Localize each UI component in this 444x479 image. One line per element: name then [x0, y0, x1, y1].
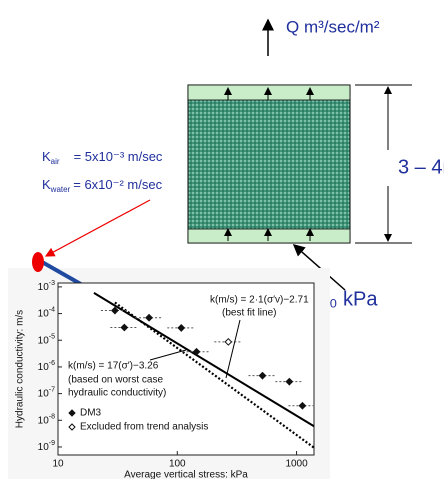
k-air: Kair = 5x10⁻³ m/sec [42, 149, 163, 166]
annotation: hydraulic conductivity) [68, 388, 166, 399]
annotation: k(m/s) = 17(σ′)−3.26 [68, 361, 159, 372]
flux-label: Q m³/sec/m² [286, 17, 380, 36]
marker-ellipse [32, 252, 44, 272]
x-tick-label: 1000 [285, 459, 308, 470]
legend-label: Excluded from trend analysis [80, 422, 208, 433]
data-point [285, 377, 294, 386]
x-tick-label: 100 [169, 459, 186, 470]
height-label: 3 – 4m [398, 156, 444, 178]
k-water: Kwater = 6x10⁻² m/sec [42, 177, 163, 194]
pressure-arrow [292, 244, 346, 291]
x-tick-label: 10 [52, 459, 64, 470]
y-tick-label: 10-4 [38, 306, 55, 319]
y-tick-label: 10-9 [38, 440, 55, 453]
data-point [177, 324, 186, 332]
data-point [224, 337, 233, 346]
y-tick-label: 10-7 [38, 386, 55, 399]
soil-column [187, 84, 351, 244]
y-axis-label: Hydraulic conductivity: m/s [15, 310, 26, 428]
y-tick-label: 10-3 [38, 280, 55, 293]
y-tick-label: 10-6 [38, 360, 55, 373]
annotation-leader [149, 349, 187, 361]
data-point [192, 347, 201, 356]
legend-marker [68, 423, 76, 431]
annotation-leader [225, 319, 241, 379]
data-point [120, 323, 129, 332]
data-point [258, 371, 267, 380]
plot-area [57, 282, 315, 456]
height-dimension [355, 84, 412, 244]
annotation: (based on worst case [68, 375, 163, 386]
fit-line [114, 301, 315, 449]
legend-marker [68, 409, 76, 417]
annotation: (best fit line) [222, 308, 276, 319]
legend-label: DM3 [80, 408, 102, 419]
data-point [145, 313, 153, 322]
pointer-arrow [44, 199, 151, 257]
chart: 10-3 10-4 10-5 10-6 10-7 10-8 10-9 10 100 1000 Ave… [15, 280, 317, 479]
pressure-label: p₀ kPa [318, 288, 378, 310]
y-tick-label: 10-5 [38, 333, 55, 346]
data-point [111, 306, 119, 315]
x-axis-label: Average vertical stress: kPa [124, 470, 248, 479]
annotation: k(m/s) = 2·1(σ′v)−2.71 [210, 295, 309, 306]
y-tick-label: 10-8 [38, 413, 55, 426]
data-point [298, 401, 307, 410]
